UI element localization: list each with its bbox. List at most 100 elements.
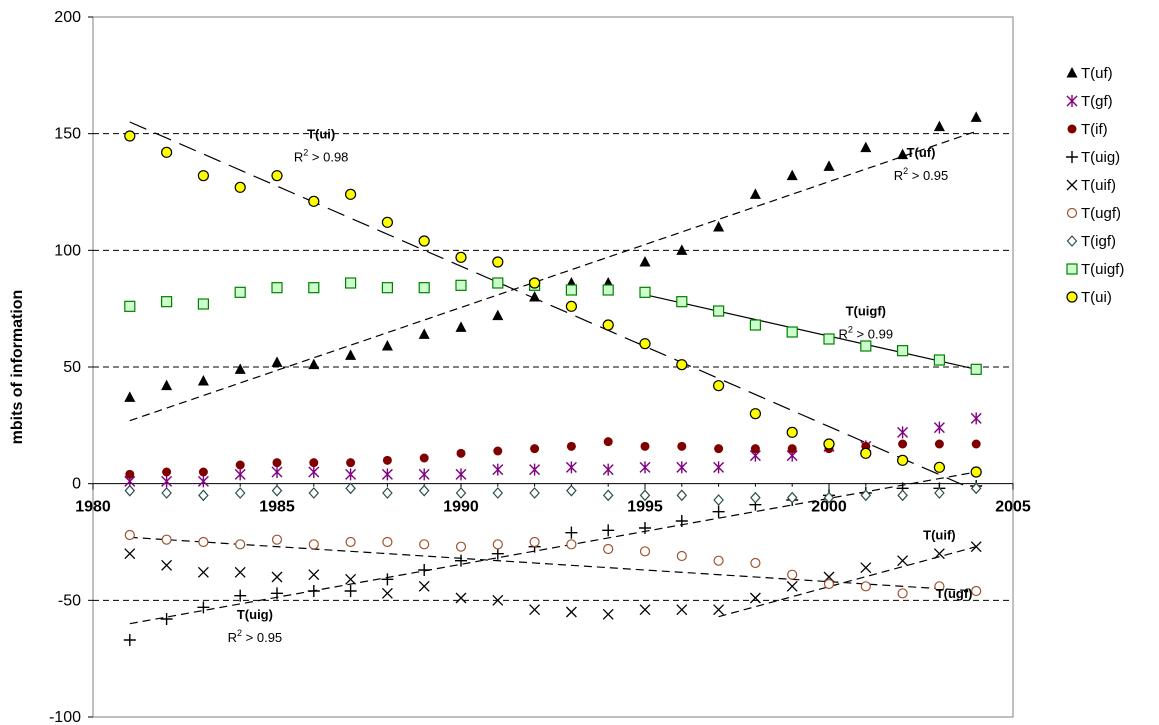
filled-circle-marker xyxy=(566,441,576,451)
x-marker xyxy=(161,559,173,571)
y-tick-label: -50 xyxy=(58,592,81,609)
open-circle-marker xyxy=(124,529,135,541)
asterisk-marker xyxy=(381,468,393,481)
open-circle-marker xyxy=(823,578,835,590)
open-circle-marker xyxy=(750,557,761,569)
square-marker xyxy=(970,363,982,375)
annotation-r2: R2 > 0.95 xyxy=(894,166,949,183)
asterisk-marker xyxy=(271,466,283,478)
diamond-marker xyxy=(934,487,945,499)
filled-circle-marker xyxy=(530,444,540,454)
yellow-circle-marker xyxy=(418,235,430,247)
filled-circle-marker xyxy=(346,458,356,468)
asterisk-marker xyxy=(565,461,577,474)
diamond-marker xyxy=(750,491,761,504)
diamond-marker xyxy=(529,487,540,499)
y-axis-label: mbits of information xyxy=(9,290,26,445)
diamond-marker xyxy=(1066,235,1078,247)
filled-circle-marker xyxy=(382,455,392,465)
filled-circle-marker xyxy=(603,437,613,447)
diamond-marker xyxy=(234,487,246,499)
x-marker xyxy=(308,569,320,581)
triangle-marker xyxy=(676,244,688,255)
x-tick-label: 2000 xyxy=(811,499,847,516)
x-tick-label: 1985 xyxy=(259,499,295,516)
filled-circle-marker xyxy=(125,469,135,479)
filled-circle-marker xyxy=(493,446,503,456)
triangle-marker xyxy=(345,349,357,360)
yellow-circle-marker xyxy=(492,256,504,268)
series-T(igf) xyxy=(124,482,982,506)
square-marker xyxy=(345,277,357,289)
annotations: T(ui) R2 > 0.98 T(uf) R2 > 0.95 T(uigf) R2 > … xyxy=(228,126,973,645)
diamond-marker xyxy=(418,484,430,497)
filled-circle-marker xyxy=(419,453,429,463)
x-marker xyxy=(713,604,725,616)
asterisk-marker xyxy=(161,475,173,488)
diamond-marker xyxy=(492,487,504,499)
open-circle-marker xyxy=(235,539,246,550)
yellow-circle-marker xyxy=(602,319,614,331)
triangle-marker xyxy=(418,328,430,339)
trendline xyxy=(129,471,977,625)
square-marker xyxy=(896,345,909,357)
triangle-marker xyxy=(308,358,320,370)
square-marker xyxy=(1066,263,1078,275)
triangle-marker xyxy=(455,321,467,332)
x-marker xyxy=(345,573,357,585)
plus-marker xyxy=(675,515,688,527)
triangle-marker xyxy=(713,221,725,232)
asterisk-marker xyxy=(418,468,430,481)
yellow-circle-marker xyxy=(381,216,393,228)
square-marker xyxy=(271,282,283,294)
triangle-marker xyxy=(529,291,541,302)
x-marker xyxy=(565,606,577,618)
legend-item: T(ugf) xyxy=(1066,205,1121,222)
x-marker xyxy=(197,566,209,578)
plus-marker xyxy=(271,587,283,600)
trendline xyxy=(718,546,977,618)
square-marker xyxy=(860,340,872,352)
open-circle-marker xyxy=(639,546,651,557)
filled-circle-marker xyxy=(787,444,797,454)
plus-marker xyxy=(234,589,247,602)
triangle-marker xyxy=(161,379,173,391)
diamond-marker xyxy=(602,489,614,502)
square-marker xyxy=(602,284,614,296)
x-marker xyxy=(418,580,430,592)
filled-circle-marker xyxy=(934,439,944,449)
asterisk-marker xyxy=(234,468,246,481)
diamond-marker xyxy=(161,487,172,499)
annotation-label: T(uig) xyxy=(237,607,273,622)
asterisk-marker xyxy=(197,475,209,488)
series-T(uif) xyxy=(124,541,982,620)
x-marker xyxy=(492,594,504,606)
y-tick-label: 200 xyxy=(54,9,81,26)
asterisk-marker xyxy=(639,461,651,474)
x-tick-label: 1995 xyxy=(627,499,663,516)
yellow-circle-marker xyxy=(455,251,467,263)
diamond-marker xyxy=(382,487,393,499)
filled-circle-marker xyxy=(235,460,245,470)
legend-label: T(if) xyxy=(1081,121,1108,138)
plus-marker xyxy=(123,634,136,646)
square-marker xyxy=(381,282,393,294)
square-marker xyxy=(161,296,173,308)
legend-item: T(uf) xyxy=(1066,65,1113,82)
filled-circle-marker xyxy=(640,441,650,451)
legend-item: T(if) xyxy=(1067,121,1108,138)
annotation-label: T(uigf) xyxy=(846,304,886,319)
diamond-marker xyxy=(639,489,651,502)
legend-label: T(ugf) xyxy=(1081,205,1121,222)
annotation-label: T(ui) xyxy=(307,126,335,141)
diamond-marker xyxy=(124,484,136,497)
plus-marker xyxy=(160,613,173,625)
filled-circle-marker xyxy=(1067,124,1077,134)
yellow-circle-marker xyxy=(1066,291,1078,303)
asterisk-marker xyxy=(676,461,688,474)
gridlines xyxy=(93,133,1013,601)
x-marker xyxy=(455,592,467,604)
square-marker xyxy=(197,298,209,310)
diamond-marker xyxy=(970,482,982,495)
